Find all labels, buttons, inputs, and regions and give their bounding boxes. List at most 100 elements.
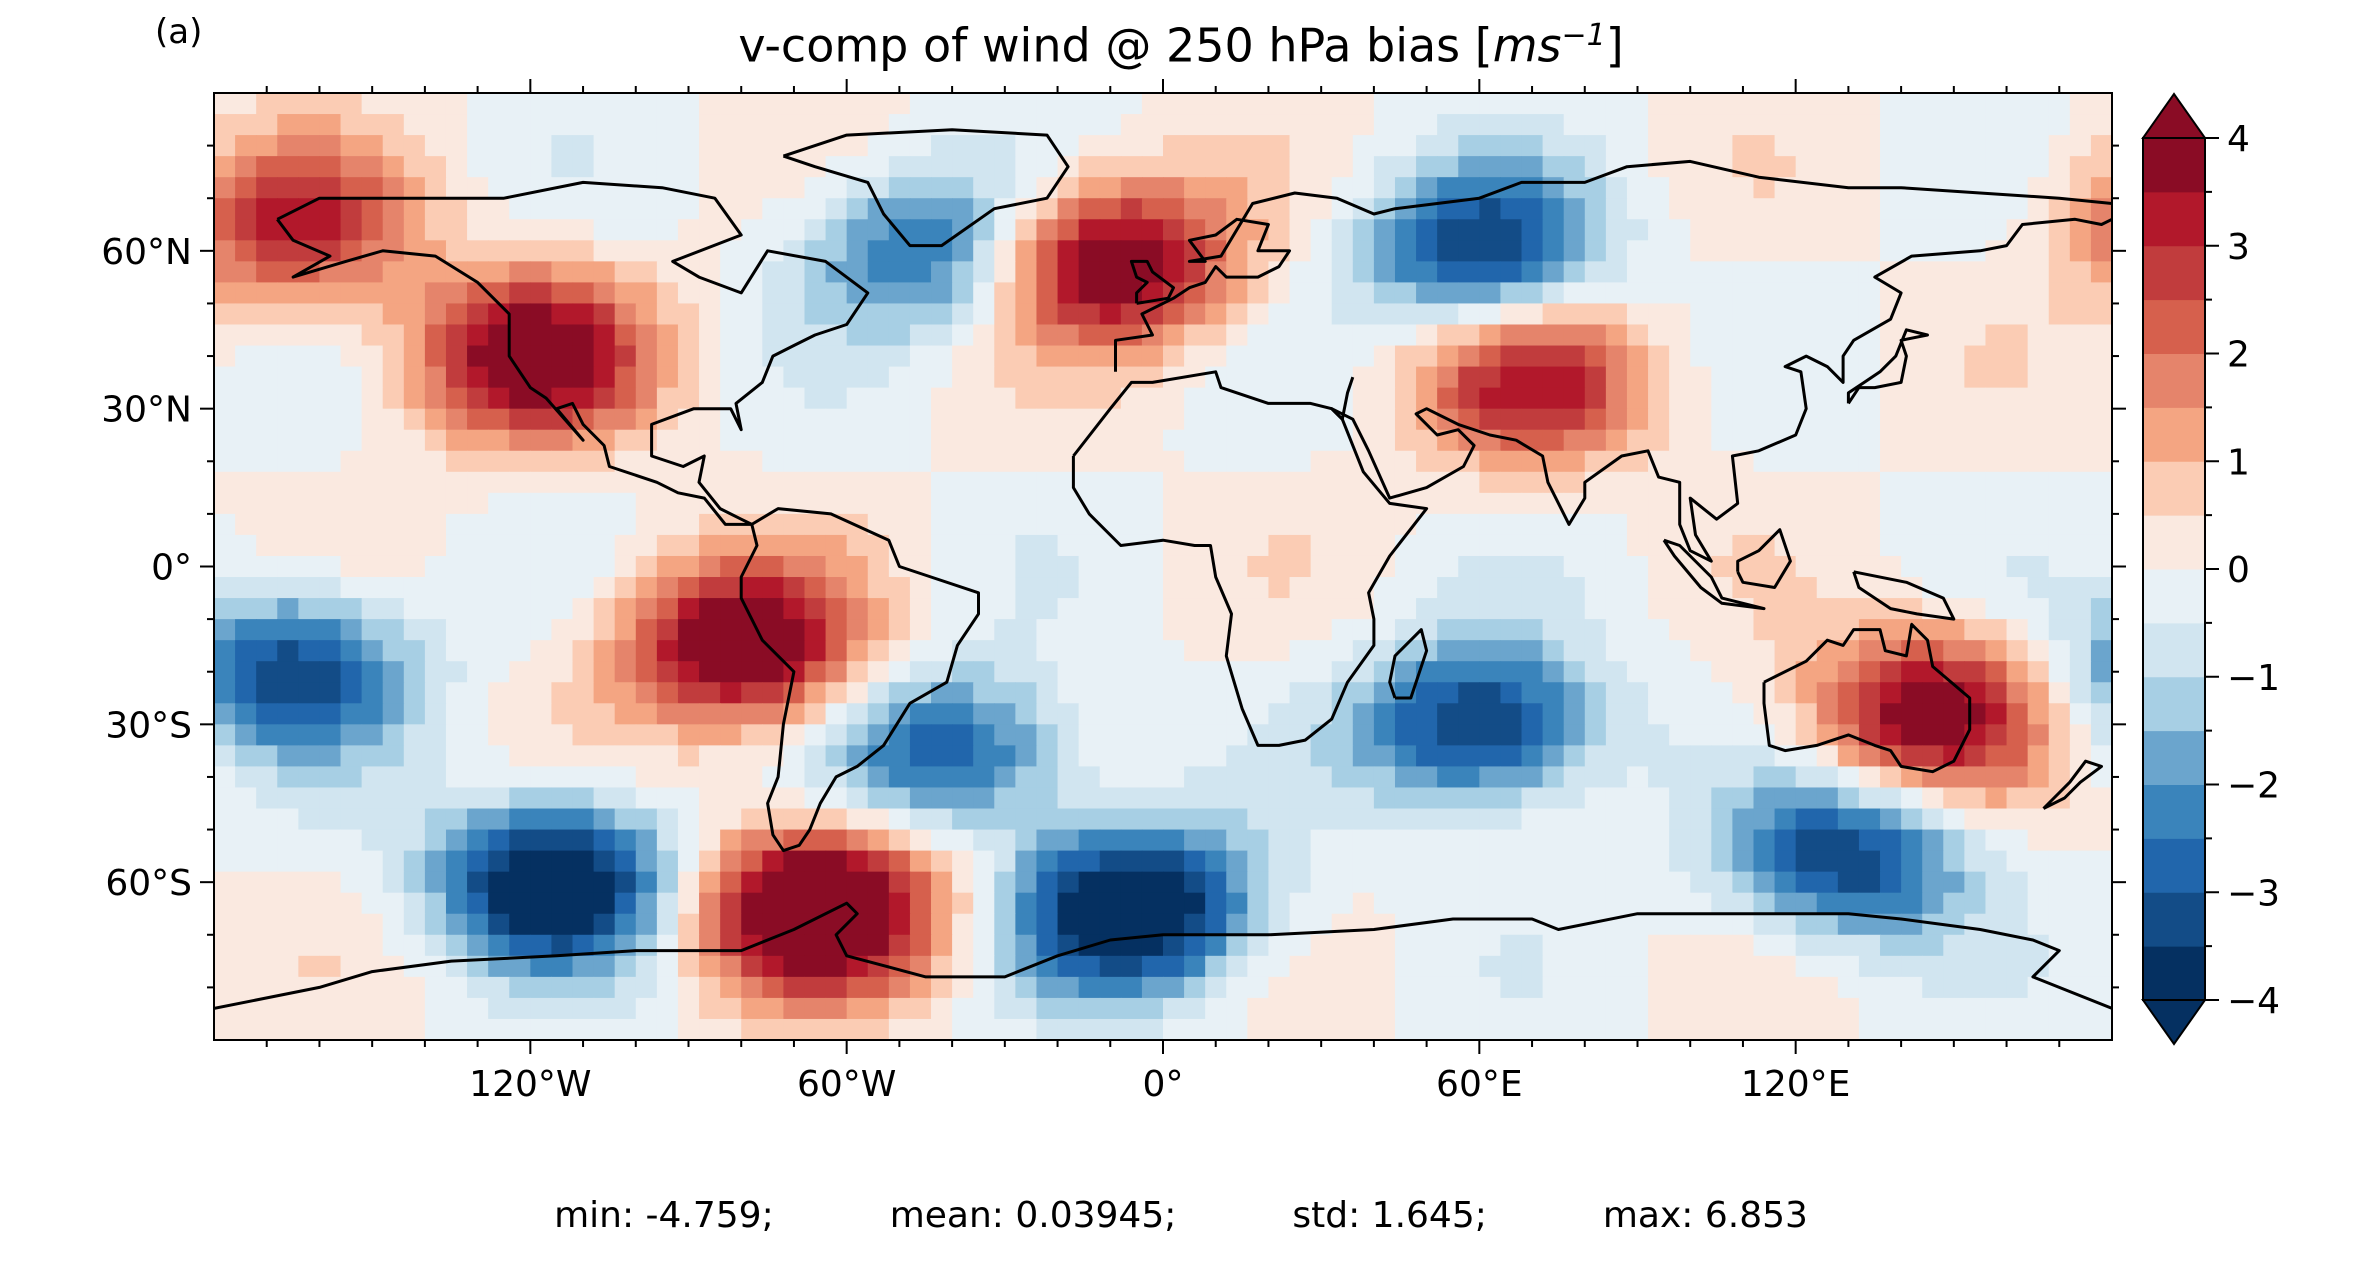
bias-cell [340, 808, 363, 831]
bias-cell [1226, 324, 1248, 347]
bias-cell [593, 156, 616, 178]
bias-cell [973, 1018, 995, 1040]
bias-cell [1205, 156, 1227, 178]
bias-cell [741, 429, 763, 452]
bias-cell [867, 135, 890, 157]
bias-cell [340, 177, 363, 199]
bias-cell [1458, 598, 1480, 620]
bias-cell [1584, 766, 1607, 789]
bias-cell [1479, 513, 1502, 536]
bias-cell [1500, 598, 1523, 620]
bias-cell [1141, 114, 1164, 136]
bias-cell [762, 598, 784, 620]
bias-cell [467, 934, 489, 957]
bias-cell [1057, 829, 1080, 852]
bias-cell [1943, 808, 1965, 831]
bias-cell [382, 997, 405, 1020]
bias-cell [1669, 955, 1691, 978]
bias-cell [741, 619, 763, 641]
bias-cell [825, 661, 848, 683]
coast-antarctica [214, 901, 2112, 1010]
bias-cell [2006, 408, 2029, 431]
bias-cell [1352, 555, 1375, 578]
bias-cell [1205, 429, 1227, 452]
bias-cell [1711, 555, 1733, 578]
bias-cell [888, 135, 911, 157]
bias-cell [1542, 745, 1565, 768]
bias-cell [1310, 366, 1333, 389]
bias-cell [1605, 282, 1628, 305]
bias-cell [2027, 598, 2050, 620]
bias-cell [762, 661, 784, 683]
bias-cell [1036, 661, 1059, 683]
bias-cell [340, 682, 363, 704]
bias-cell [973, 787, 995, 810]
bias-cell [445, 808, 468, 831]
bias-cell [635, 534, 658, 557]
bias-cell [1036, 450, 1059, 473]
bias-cell [846, 598, 869, 620]
bias-cell [382, 913, 405, 936]
bias-cell [1120, 555, 1143, 578]
bias-cell [403, 913, 426, 936]
bias-cell [2048, 640, 2071, 662]
bias-cell [488, 787, 510, 810]
bias-cell [1500, 1018, 1523, 1040]
bias-cell [1943, 387, 1965, 410]
bias-cell [1816, 513, 1839, 536]
bias-cell [741, 450, 763, 473]
bias-cell [319, 198, 342, 220]
bias-cell [1099, 703, 1122, 725]
bias-cell [467, 598, 489, 620]
bias-cell [572, 282, 595, 305]
bias-cell [1858, 240, 1881, 262]
bias-cell [1901, 156, 1923, 178]
bias-cell [509, 871, 531, 894]
bias-cell [2069, 724, 2092, 746]
bias-cell [382, 850, 405, 873]
bias-cell [1205, 471, 1227, 494]
bias-cell [762, 955, 784, 978]
bias-cell [1816, 198, 1839, 220]
bias-cell [403, 429, 426, 452]
bias-cell [1711, 724, 1733, 746]
bias-cell [1816, 934, 1839, 957]
coast-uk [1129, 259, 1175, 305]
bias-cell [1521, 955, 1544, 978]
bias-cell [1500, 724, 1523, 746]
bias-cell [1458, 682, 1480, 704]
bias-cell [804, 724, 827, 746]
bias-cell [1584, 682, 1607, 704]
bias-cell [1416, 114, 1438, 136]
bias-cell [1669, 366, 1691, 389]
bias-cell [1184, 871, 1206, 894]
bias-cell [1458, 471, 1480, 494]
bias-cell [867, 787, 890, 810]
bias-cell [593, 282, 616, 305]
bias-cell [635, 682, 658, 704]
bias-cell [1331, 219, 1354, 241]
bias-cell [614, 577, 637, 599]
bias-cell [572, 1018, 595, 1040]
bias-cell [298, 892, 321, 915]
bias-cell [1880, 450, 1902, 473]
bias-cell [1352, 934, 1375, 957]
bias-cell [614, 93, 637, 115]
bias-cell [551, 429, 574, 452]
bias-cell [1205, 955, 1227, 978]
bias-cell [1479, 114, 1502, 136]
bias-cell [1964, 745, 1987, 768]
bias-cell [1690, 198, 1712, 220]
bias-cell [1268, 577, 1291, 599]
bias-cell [1542, 976, 1565, 999]
bias-cell [509, 513, 531, 536]
bias-cell [1816, 345, 1839, 368]
bias-cell [235, 366, 257, 389]
bias-cell [1352, 892, 1375, 915]
bias-cell [340, 766, 363, 789]
bias-cell [1416, 724, 1438, 746]
bias-cell [1205, 1018, 1227, 1040]
bias-cell [952, 555, 974, 578]
bias-cell [931, 913, 953, 936]
bias-cell [445, 303, 468, 326]
